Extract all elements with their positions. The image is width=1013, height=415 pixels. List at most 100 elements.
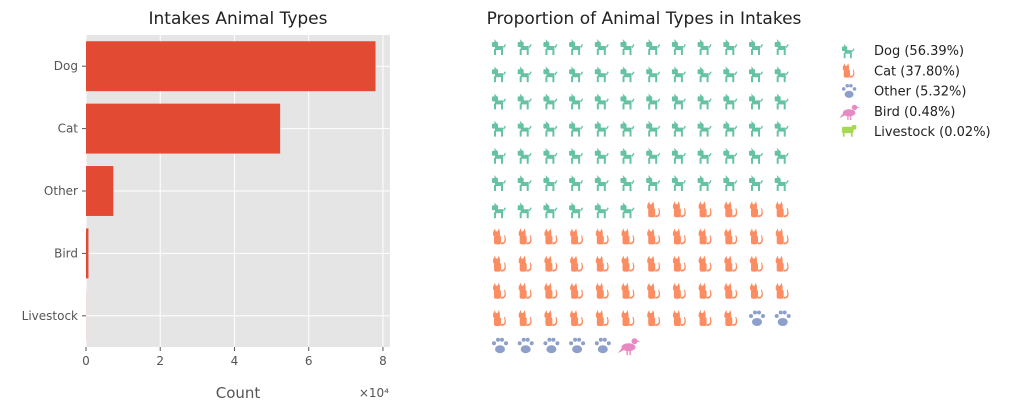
dog-icon xyxy=(595,66,609,82)
bar-x-offset-text: ×10⁴ xyxy=(359,386,389,400)
dog-icon xyxy=(621,93,635,109)
dog-icon xyxy=(621,121,635,137)
dog-icon xyxy=(672,93,686,109)
paw-icon xyxy=(595,338,611,354)
dog-icon xyxy=(621,175,635,191)
cat-icon xyxy=(699,310,712,326)
dog-icon xyxy=(621,148,635,164)
dog-icon xyxy=(543,66,557,82)
cat-icon xyxy=(596,310,609,326)
legend-label: Livestock (0.02%) xyxy=(874,125,991,140)
paw-icon xyxy=(492,338,508,354)
paw-icon xyxy=(775,311,791,327)
bar-y-tick-label: Livestock xyxy=(22,309,78,323)
cat-icon xyxy=(570,283,583,299)
cat-icon xyxy=(776,201,789,217)
cat-icon xyxy=(622,283,635,299)
dog-icon xyxy=(775,175,789,191)
cat-icon xyxy=(699,201,712,217)
dog-icon xyxy=(543,121,557,137)
legend-label: Other (5.32%) xyxy=(874,85,967,100)
dog-icon xyxy=(646,39,660,55)
dog-icon xyxy=(595,202,609,218)
dog-icon xyxy=(518,93,532,109)
dog-icon xyxy=(518,148,532,164)
cat-icon xyxy=(647,310,660,326)
paw-icon xyxy=(518,338,534,354)
dog-icon xyxy=(492,66,506,82)
dog-icon xyxy=(492,148,506,164)
cat-icon xyxy=(673,256,686,272)
cat-icon xyxy=(647,228,660,244)
dog-icon xyxy=(569,148,583,164)
bar-x-tick-label: 8 xyxy=(379,354,387,368)
dog-icon xyxy=(543,148,557,164)
dog-icon xyxy=(569,93,583,109)
cat-icon xyxy=(673,283,686,299)
cat-icon xyxy=(570,256,583,272)
waffle-legend: Dog (56.39%)Cat (37.80%)Other (5.32%)Bir… xyxy=(839,44,990,140)
cat-icon xyxy=(570,310,583,326)
dog-icon xyxy=(672,148,686,164)
legend-label: Dog (56.39%) xyxy=(874,44,964,59)
dog-icon xyxy=(646,121,660,137)
dog-icon xyxy=(646,148,660,164)
legend-paw-icon xyxy=(842,84,856,98)
cat-icon xyxy=(519,310,532,326)
dog-icon xyxy=(723,93,737,109)
cat-icon xyxy=(596,256,609,272)
cat-icon xyxy=(519,283,532,299)
dog-icon xyxy=(723,175,737,191)
cat-icon xyxy=(673,228,686,244)
dog-icon xyxy=(543,39,557,55)
dog-icon xyxy=(518,175,532,191)
cat-icon xyxy=(699,283,712,299)
dog-icon xyxy=(775,121,789,137)
dog-icon xyxy=(698,93,712,109)
legend-cat-icon xyxy=(843,63,855,77)
dog-icon xyxy=(543,202,557,218)
dog-icon xyxy=(569,121,583,137)
bar-x-axis-label: Count xyxy=(216,384,261,402)
cat-icon xyxy=(750,201,763,217)
bar-cat xyxy=(86,104,280,154)
bar-x-tick-label: 4 xyxy=(231,354,239,368)
dog-icon xyxy=(749,121,763,137)
dog-icon xyxy=(775,39,789,55)
cat-icon xyxy=(750,283,763,299)
dog-icon xyxy=(698,66,712,82)
dog-icon xyxy=(749,175,763,191)
dog-icon xyxy=(569,202,583,218)
dog-icon xyxy=(569,39,583,55)
bar-x-tick-label: 0 xyxy=(82,354,90,368)
legend-dog-icon xyxy=(842,44,855,58)
cat-icon xyxy=(673,310,686,326)
cat-icon xyxy=(724,201,737,217)
dog-icon xyxy=(621,66,635,82)
dog-icon xyxy=(646,66,660,82)
dog-icon xyxy=(518,121,532,137)
dog-icon xyxy=(698,148,712,164)
cat-icon xyxy=(596,283,609,299)
dog-icon xyxy=(646,93,660,109)
cat-icon xyxy=(724,256,737,272)
cat-icon xyxy=(724,310,737,326)
dog-icon xyxy=(672,66,686,82)
cat-icon xyxy=(776,228,789,244)
dog-icon xyxy=(749,39,763,55)
dog-icon xyxy=(569,175,583,191)
dog-icon xyxy=(595,148,609,164)
cat-icon xyxy=(622,228,635,244)
dog-icon xyxy=(492,39,506,55)
dog-icon xyxy=(646,175,660,191)
bar-y-tick-label: Other xyxy=(44,184,78,198)
cat-icon xyxy=(622,256,635,272)
bar-y-tick-label: Cat xyxy=(58,122,79,136)
cat-icon xyxy=(493,256,506,272)
cat-icon xyxy=(750,228,763,244)
dog-icon xyxy=(749,148,763,164)
cat-icon xyxy=(724,283,737,299)
dog-icon xyxy=(543,93,557,109)
